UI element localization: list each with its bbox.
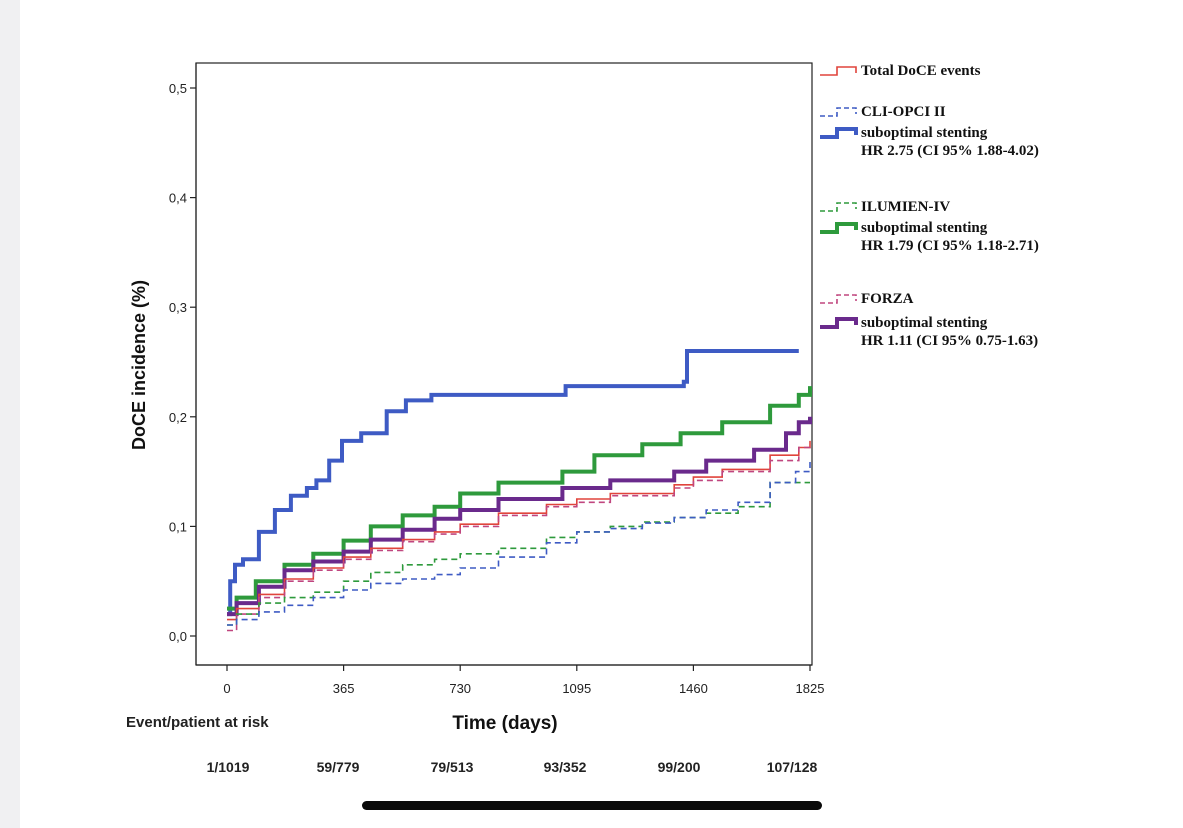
at-risk-value: 107/128 <box>767 759 818 775</box>
legend-label: Total DoCE events <box>861 63 981 79</box>
curve-forza-dashed <box>227 444 811 632</box>
legend-label: HR 2.75 (CI 95% 1.88-4.02) <box>861 143 1039 159</box>
y-axis-ticks: 0,0 0,1 0,2 0,3 0,4 0,5 <box>169 81 196 644</box>
legend-label: ILUMIEN-IV <box>861 199 950 215</box>
y-tick-label: 0,3 <box>169 300 187 315</box>
legend-swatch-ilu-solid <box>820 222 858 234</box>
legend-label: HR 1.11 (CI 95% 0.75-1.63) <box>861 333 1038 349</box>
left-edge-strip <box>0 0 20 828</box>
legend-swatch-forza-dashed <box>820 294 857 304</box>
survival-curves <box>227 349 812 632</box>
x-axis-ticks: 0 365 730 1095 1460 1825 <box>223 665 824 696</box>
at-risk-value: 93/352 <box>544 759 587 775</box>
plot-frame <box>195 62 813 666</box>
legend-swatch-cli-solid <box>820 127 858 139</box>
x-axis-title: Time (days) <box>452 713 557 734</box>
at-risk-values: 1/1019 59/779 79/513 93/352 99/200 107/128 <box>207 759 818 775</box>
x-tick-label: 730 <box>449 681 471 696</box>
legend-label: HR 1.79 (CI 95% 1.18-2.71) <box>861 238 1039 254</box>
curve-forza-solid <box>227 416 812 617</box>
legend-swatch-ilu-dashed <box>820 202 857 212</box>
curve-ilu-solid <box>227 386 812 611</box>
y-tick-label: 0,5 <box>169 81 187 96</box>
y-tick-label: 0,0 <box>169 629 187 644</box>
at-risk-value: 99/200 <box>658 759 701 775</box>
legend-label: CLI-OPCI II <box>861 104 946 120</box>
at-risk-value: 59/779 <box>317 759 360 775</box>
home-indicator-bar <box>362 801 822 810</box>
curve-cli-solid <box>227 349 799 617</box>
at-risk-value: 1/1019 <box>207 759 250 775</box>
x-tick-label: 1460 <box>679 681 708 696</box>
y-tick-label: 0,2 <box>169 410 187 425</box>
legend-swatch-total <box>820 66 857 76</box>
at-risk-label: Event/patient at risk <box>126 714 269 731</box>
legend-label: suboptimal stenting <box>861 125 988 141</box>
y-tick-label: 0,1 <box>169 519 187 534</box>
legend-label: FORZA <box>861 291 914 307</box>
y-tick-label: 0,4 <box>169 191 187 206</box>
at-risk-value: 79/513 <box>431 759 474 775</box>
legend-swatch-forza-solid <box>820 317 858 329</box>
legend-swatch-cli-dashed <box>820 107 857 117</box>
legend: Total DoCE events CLI-OPCI II suboptimal s… <box>820 63 1039 349</box>
x-tick-label: 1095 <box>562 681 591 696</box>
y-axis-title: DoCE incidence (%) <box>129 280 149 450</box>
x-tick-label: 0 <box>223 681 230 696</box>
legend-label: suboptimal stenting <box>861 315 988 331</box>
x-tick-label: 365 <box>333 681 355 696</box>
legend-label: suboptimal stenting <box>861 220 988 236</box>
x-tick-label: 1825 <box>796 681 825 696</box>
